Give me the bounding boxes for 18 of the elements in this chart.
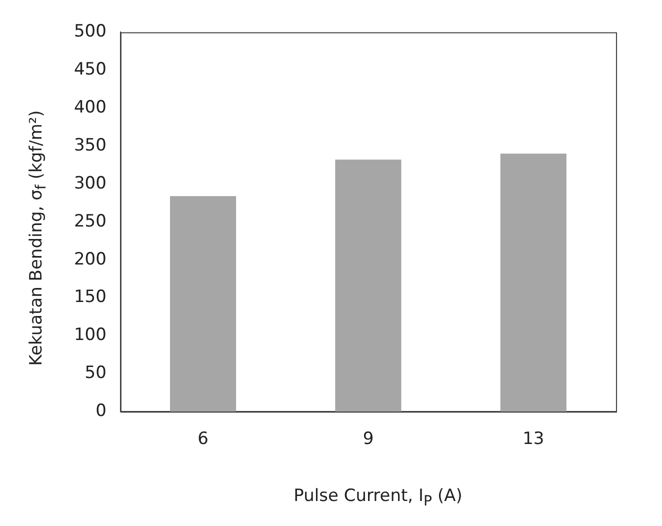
bar: [335, 160, 402, 412]
y-tick-label: 100: [74, 325, 106, 346]
x-tick-label: 9: [362, 429, 374, 450]
x-tick-label: 13: [522, 429, 544, 450]
y-tick-label: 350: [74, 135, 106, 156]
y-tick-label: 250: [74, 211, 106, 232]
x-tick-label: 6: [198, 429, 208, 450]
y-tick-label: 0: [96, 401, 106, 422]
y-tick-label: 450: [74, 60, 106, 80]
bar: [500, 154, 566, 412]
y-tick-label: 500: [74, 22, 106, 42]
y-tick-label: 150: [74, 287, 106, 308]
y-tick-label: 300: [74, 173, 106, 194]
y-tick-label: 50: [84, 363, 106, 384]
y-tick-label: 400: [74, 98, 106, 118]
bar: [170, 196, 236, 412]
x-axis-title: Pulse Current, I$_{P}$ (A): [294, 486, 462, 510]
y-tick-label: 200: [74, 249, 106, 270]
